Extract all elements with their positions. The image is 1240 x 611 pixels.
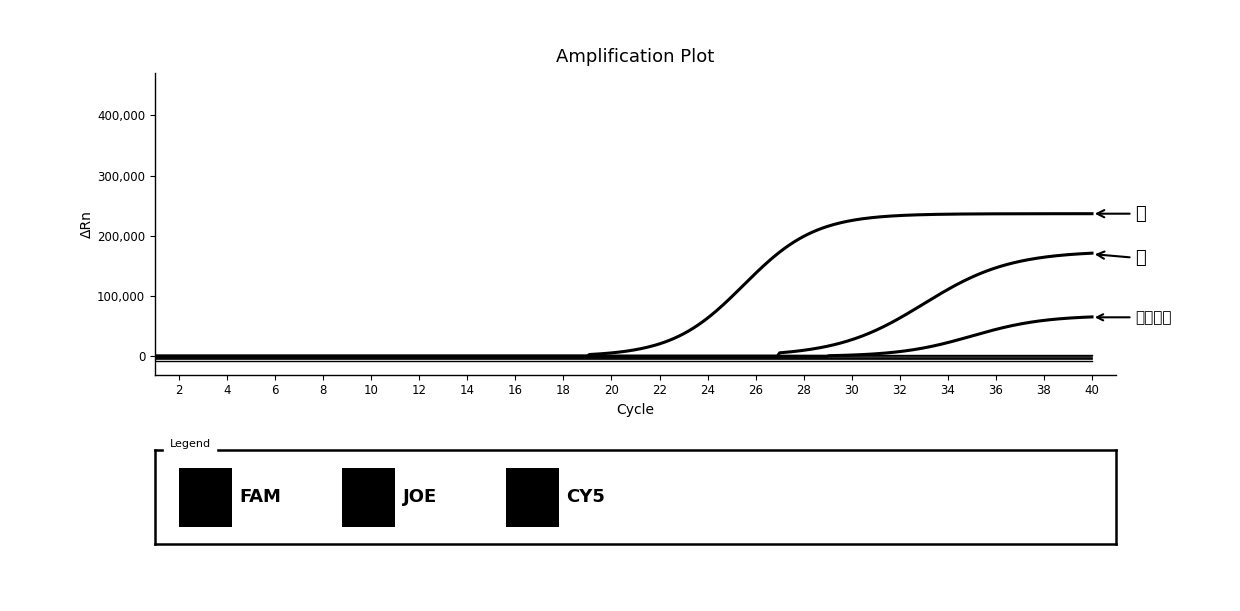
Text: Legend: Legend xyxy=(170,439,211,448)
Text: FAM: FAM xyxy=(239,488,281,506)
Y-axis label: ΔRn: ΔRn xyxy=(81,210,94,238)
Title: Amplification Plot: Amplification Plot xyxy=(557,48,714,66)
Text: JOE: JOE xyxy=(403,488,438,506)
Text: 内标质控: 内标质控 xyxy=(1097,310,1172,325)
Text: CY5: CY5 xyxy=(567,488,605,506)
X-axis label: Cycle: Cycle xyxy=(616,403,655,417)
Text: 牛: 牛 xyxy=(1097,205,1146,222)
Text: 鹿: 鹿 xyxy=(1097,249,1146,267)
Bar xyxy=(179,469,232,527)
Bar xyxy=(342,469,396,527)
Bar xyxy=(506,469,558,527)
